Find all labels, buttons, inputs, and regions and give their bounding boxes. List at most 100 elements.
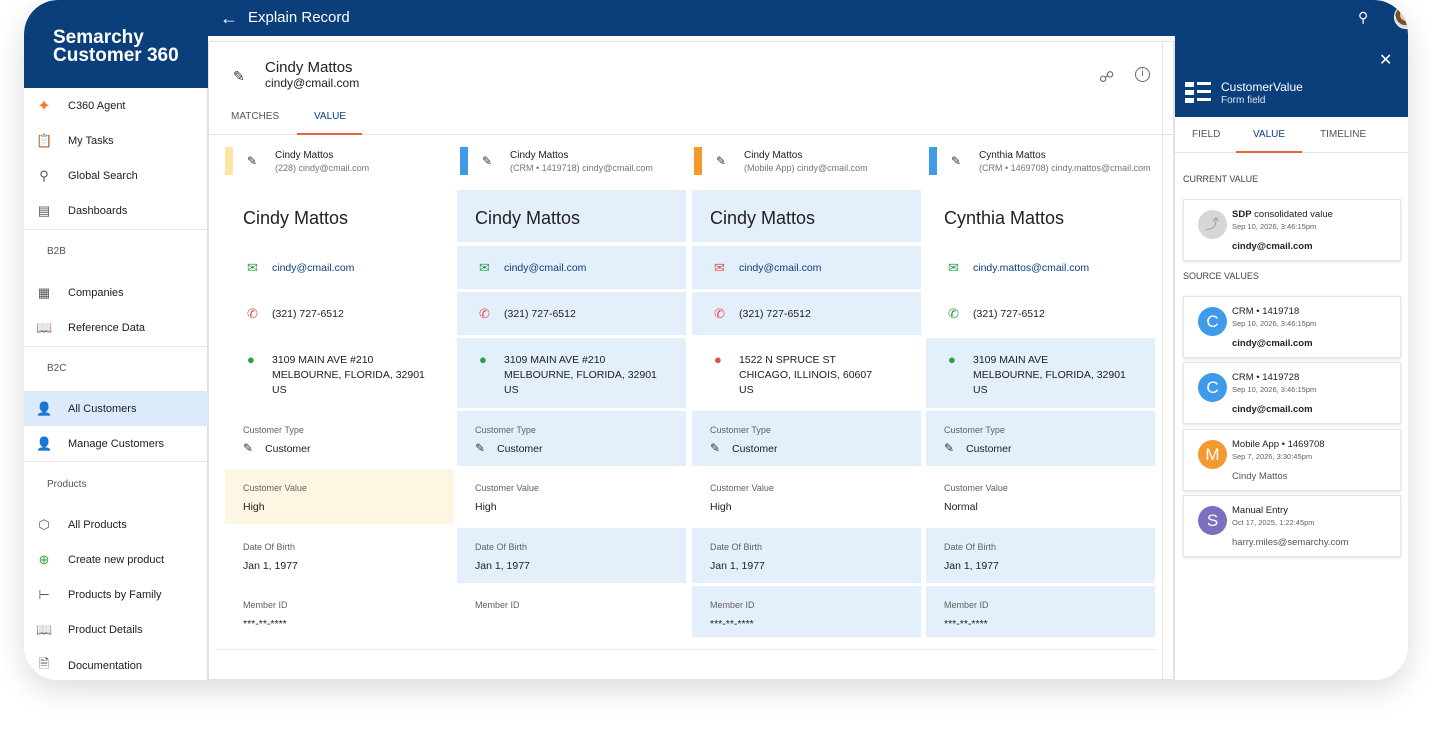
sidebar-item-documentation[interactable]: 🗎 Documentation xyxy=(24,648,208,680)
sidebar-item-global-search[interactable]: ⚲ Global Search xyxy=(24,158,208,193)
column-header-source: (228) cindy@cmail.com xyxy=(275,163,370,173)
brand-line2: Customer 360 xyxy=(53,45,179,66)
tab-matches[interactable]: MATCHES xyxy=(231,111,280,122)
column-header[interactable]: ✎ Cindy Mattos (228) cindy@cmail.com xyxy=(225,147,450,177)
field-label: Customer Value xyxy=(243,483,307,493)
source-value-card[interactable]: S Manual Entry Oct 17, 2025, 1:22:45pm h… xyxy=(1183,495,1401,557)
scrollbar[interactable] xyxy=(1162,42,1163,680)
close-icon[interactable]: ✕ xyxy=(1379,52,1393,69)
record-name: Cindy Mattos xyxy=(265,59,353,76)
sidebar-item-all-customers[interactable]: 👤 All Customers xyxy=(24,391,208,426)
section-b2b: B2B xyxy=(47,246,66,257)
sidebar-item-dashboards[interactable]: ▤ Dashboards xyxy=(24,193,208,228)
address-line2: MELBOURNE, FLORIDA, 32901 xyxy=(272,369,425,381)
sidebar-item-my-tasks[interactable]: 📋 My Tasks xyxy=(24,123,208,158)
avatar: C xyxy=(1198,307,1227,336)
tab-value[interactable]: VALUE xyxy=(314,111,347,122)
back-arrow-icon[interactable]: ← xyxy=(220,8,238,28)
name-cell: Cindy Mattos xyxy=(225,190,454,242)
explain-panel: ✕ CustomerValue Form field FIELD VALUE T… xyxy=(1174,36,1408,680)
current-value-source: SDP consolidated value xyxy=(1232,209,1333,220)
sidebar-item-companies[interactable]: ▦ Companies xyxy=(24,275,208,310)
sidebar-item-label: All Customers xyxy=(68,402,137,415)
sidebar-item-all-products[interactable]: ⬡ All Products xyxy=(24,507,208,542)
email-value[interactable]: cindy.mattos@cmail.com xyxy=(973,262,1090,274)
sidebar-item-products-by-family[interactable]: ⊢ Products by Family xyxy=(24,577,208,612)
field-label: Customer Value xyxy=(944,483,1008,493)
column-header-name: Cindy Mattos xyxy=(510,150,569,161)
source-time: Sep 10, 2026, 3:46:15pm xyxy=(1232,319,1317,328)
email-value[interactable]: cindy@cmail.com xyxy=(739,262,822,274)
location-pin-icon: ● xyxy=(479,352,487,367)
person-edit-icon: ✎ xyxy=(233,68,245,84)
sidebar-item-manage-customers[interactable]: 👤 Manage Customers xyxy=(24,426,208,461)
sidebar-item-create-new-product[interactable]: ⊕ Create new product xyxy=(24,542,208,577)
column-header[interactable]: ✎ Cindy Mattos (CRM • 1419718) cindy@cma… xyxy=(460,147,685,177)
email-value[interactable]: cindy@cmail.com xyxy=(504,262,587,274)
email-value[interactable]: cindy@cmail.com xyxy=(272,262,355,274)
name-cell: Cindy Mattos xyxy=(692,190,921,242)
field-value: Jan 1, 1977 xyxy=(475,560,530,572)
email-cell: ✉ cindy.mattos@cmail.com xyxy=(926,246,1155,289)
current-value-card[interactable]: ⤴ SDP consolidated value Sep 10, 2026, 3… xyxy=(1183,199,1401,261)
field-value: ***-**-**** xyxy=(243,618,287,630)
field-label: Date Of Birth xyxy=(475,542,528,552)
customer-name: Cindy Mattos xyxy=(475,208,581,228)
address-cell: ● 3109 MAIN AVE MELBOURNE, FLORIDA, 3290… xyxy=(926,338,1155,408)
field-label: Customer Type xyxy=(710,425,771,435)
column-header[interactable]: ✎ Cynthia Mattos (CRM • 1469708) cindy.m… xyxy=(929,147,1159,177)
field-label: Customer Type xyxy=(243,425,304,435)
tab-field[interactable]: FIELD xyxy=(1192,129,1221,140)
app-window: Semarchy Customer 360 ← Explain Record ⚲… xyxy=(24,0,1408,680)
person-edit-icon: ✎ xyxy=(710,441,721,455)
field-value: High xyxy=(475,501,497,513)
sidebar-item-product-details[interactable]: 📖 Product Details xyxy=(24,612,208,647)
panel-header: ✕ CustomerValue Form field xyxy=(1175,36,1408,117)
current-value-heading: CURRENT VALUE xyxy=(1183,174,1259,184)
user-avatar[interactable] xyxy=(1394,5,1408,29)
field-label: Customer Type xyxy=(944,425,1005,435)
field-value: Jan 1, 1977 xyxy=(243,560,298,572)
address-line3: US xyxy=(739,384,754,396)
brand-line1: Semarchy xyxy=(53,27,144,48)
field-label: Member ID xyxy=(710,600,755,610)
current-value: cindy@cmail.com xyxy=(1232,241,1313,252)
source-value-card[interactable]: C CRM • 1419728 Sep 10, 2026, 3:46:15pm … xyxy=(1183,362,1401,424)
sidebar-item-reference-data[interactable]: 📖 Reference Data xyxy=(24,310,208,345)
sidebar-item-c360-agent[interactable]: ✦ C360 Agent xyxy=(24,88,208,123)
column-header[interactable]: ✎ Cindy Mattos (Mobile App) cindy@cmail.… xyxy=(694,147,919,177)
source-color-bar xyxy=(694,147,702,175)
sidebar-item-label: Products by Family xyxy=(68,588,162,601)
address-line1: 1522 N SPRUCE ST xyxy=(739,354,836,366)
source-value-card[interactable]: C CRM • 1419718 Sep 10, 2026, 3:46:15pm … xyxy=(1183,296,1401,358)
field-value: Jan 1, 1977 xyxy=(944,560,999,572)
person-edit-icon: ✎ xyxy=(247,154,258,168)
merge-icon: ⤴ xyxy=(1198,210,1227,239)
share-icon[interactable]: ☍ xyxy=(1099,69,1115,86)
divider xyxy=(24,346,208,347)
person-edit-icon: ✎ xyxy=(944,441,955,455)
info-icon[interactable]: i xyxy=(1135,67,1150,82)
name-cell: Cynthia Mattos xyxy=(926,190,1155,242)
clipboard-icon: 📋 xyxy=(36,132,53,148)
tab-value[interactable]: VALUE xyxy=(1253,129,1286,140)
source-value-card[interactable]: M Mobile App • 1469708 Sep 7, 2026, 3:30… xyxy=(1183,429,1401,491)
field-value: Normal xyxy=(944,501,978,513)
tab-timeline[interactable]: TIMELINE xyxy=(1320,129,1367,140)
customer-value-cell: Customer Value High xyxy=(457,469,686,524)
section-b2c: B2C xyxy=(47,363,67,374)
address-cell: ● 3109 MAIN AVE #210 MELBOURNE, FLORIDA,… xyxy=(457,338,686,408)
phone-icon: ✆ xyxy=(948,306,959,321)
field-label: Date Of Birth xyxy=(710,542,763,552)
person-icon: 👤 xyxy=(36,400,53,416)
address-line2: CHICAGO, ILLINOIS, 60607 xyxy=(739,369,873,381)
source-value: cindy@cmail.com xyxy=(1232,404,1313,415)
avatar: M xyxy=(1198,440,1227,469)
address-line3: US xyxy=(504,384,519,396)
customer-name: Cindy Mattos xyxy=(243,208,349,228)
person-edit-icon: ✎ xyxy=(951,154,962,168)
person-edit-icon: ✎ xyxy=(482,154,493,168)
field-label: Member ID xyxy=(243,600,288,610)
search-icon[interactable]: ⚲ xyxy=(1358,9,1369,25)
divider xyxy=(215,649,1157,650)
